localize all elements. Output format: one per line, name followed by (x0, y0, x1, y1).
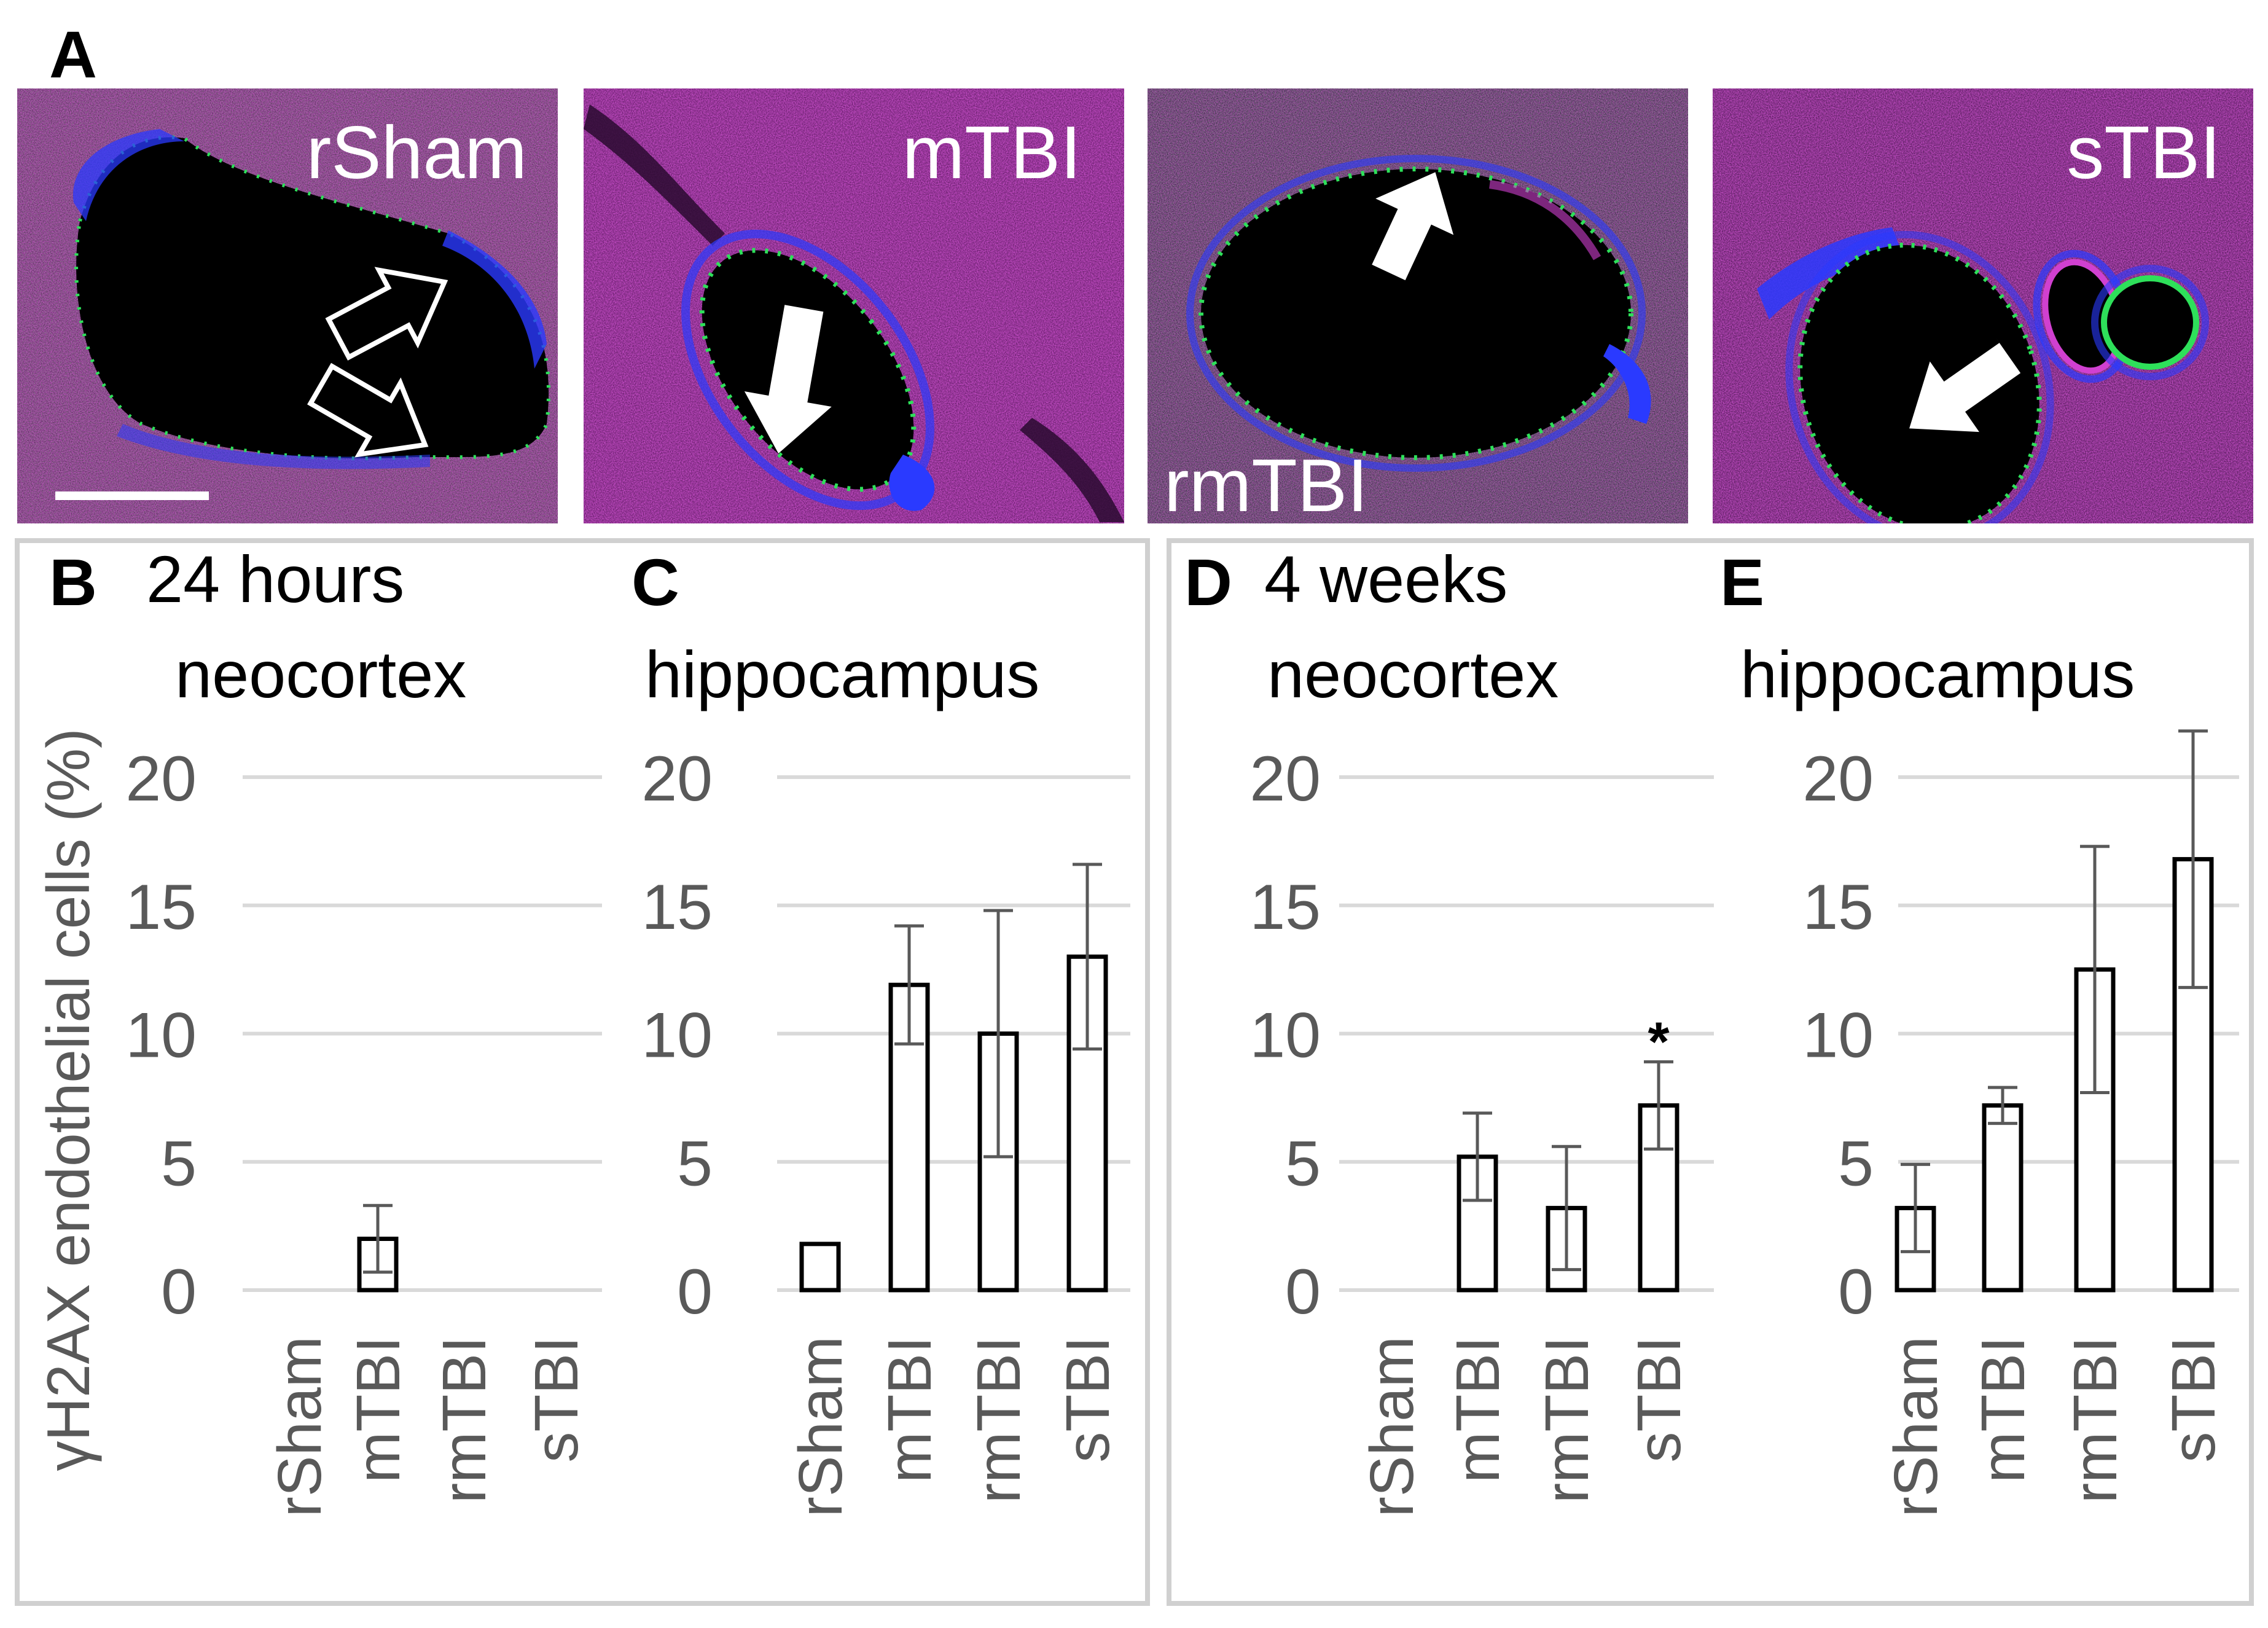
micrograph-stbi (1713, 88, 2253, 523)
y-tick-label: 0 (1838, 1256, 1874, 1328)
group-box-4w (1167, 538, 2254, 1606)
micrograph-label-rsham: rSham (307, 111, 527, 194)
y-tick-label: 15 (125, 872, 197, 943)
y-tick-label: 0 (677, 1256, 713, 1328)
y-tick-label: 10 (1802, 1000, 1874, 1071)
y-tick-label: 20 (1802, 743, 1874, 815)
x-category-label: sTBI (1054, 1336, 1122, 1463)
x-category-label: rSham (786, 1336, 855, 1517)
y-tick-label: 5 (161, 1128, 197, 1199)
y-tick-label: 10 (125, 1000, 197, 1071)
x-category-label: mTBI (344, 1336, 413, 1483)
panel-letter: D (1184, 545, 1232, 619)
group-title-4-weeks: 4 weeks (1264, 542, 1507, 616)
y-tick-label: 10 (641, 1000, 713, 1071)
x-category-label: sTBI (2159, 1336, 2228, 1463)
micrograph-rmtbi (1148, 88, 1688, 523)
y-tick-label: 20 (1249, 743, 1321, 815)
bar (1457, 1154, 1498, 1293)
y-tick-label: 15 (641, 872, 713, 943)
x-category-label: rSham (1882, 1336, 1950, 1517)
bar (799, 1242, 841, 1293)
x-category-label: rmTBI (430, 1336, 499, 1503)
chart-title: hippocampus (645, 637, 1039, 711)
panel-letter-a: A (49, 17, 97, 92)
x-category-label: mTBI (875, 1336, 944, 1483)
y-tick-label: 5 (1838, 1128, 1874, 1199)
x-category-label: rSham (265, 1336, 334, 1517)
micrograph-label-stbi: sTBI (2067, 111, 2221, 194)
x-category-label: rmTBI (2061, 1336, 2130, 1503)
y-tick-label: 15 (1802, 872, 1874, 943)
chart-title: hippocampus (1740, 637, 2135, 711)
x-category-label: sTBI (522, 1336, 591, 1463)
micrograph-label-rmtbi: rmTBI (1164, 444, 1368, 527)
micrograph-label-mtbi: mTBI (902, 111, 1081, 194)
x-category-label: rSham (1358, 1336, 1426, 1517)
y-tick-label: 20 (125, 743, 197, 815)
y-tick-label: 10 (1249, 1000, 1321, 1071)
panel-letter: C (632, 545, 679, 619)
y-tick-label: 15 (1249, 872, 1321, 943)
panel-letter: B (49, 545, 97, 619)
x-category-label: sTBI (1625, 1336, 1694, 1463)
y-tick-label: 5 (677, 1128, 713, 1199)
y-tick-label: 0 (1285, 1256, 1321, 1328)
x-category-label: mTBI (1969, 1336, 2038, 1483)
x-category-label: rmTBI (1533, 1336, 1601, 1503)
bar (888, 982, 930, 1293)
scale-bar (55, 491, 209, 500)
group-box-24h (15, 538, 1150, 1606)
micrograph-rsham (17, 88, 558, 523)
micrograph-mtbi (584, 88, 1124, 523)
significance-marker: * (1648, 1011, 1669, 1073)
y-tick-label: 0 (161, 1256, 197, 1328)
chart-title: neocortex (1267, 637, 1558, 711)
bar (1982, 1103, 2024, 1293)
panel-letter: E (1720, 545, 1764, 619)
group-title-24-hours: 24 hours (146, 542, 404, 616)
y-tick-label: 20 (641, 743, 713, 815)
y-axis-label: γH2AX endothelial cells (%) (34, 728, 102, 1471)
x-category-label: rmTBI (964, 1336, 1033, 1503)
chart-title: neocortex (175, 637, 466, 711)
y-tick-label: 5 (1285, 1128, 1321, 1199)
x-category-label: mTBI (1444, 1336, 1512, 1483)
